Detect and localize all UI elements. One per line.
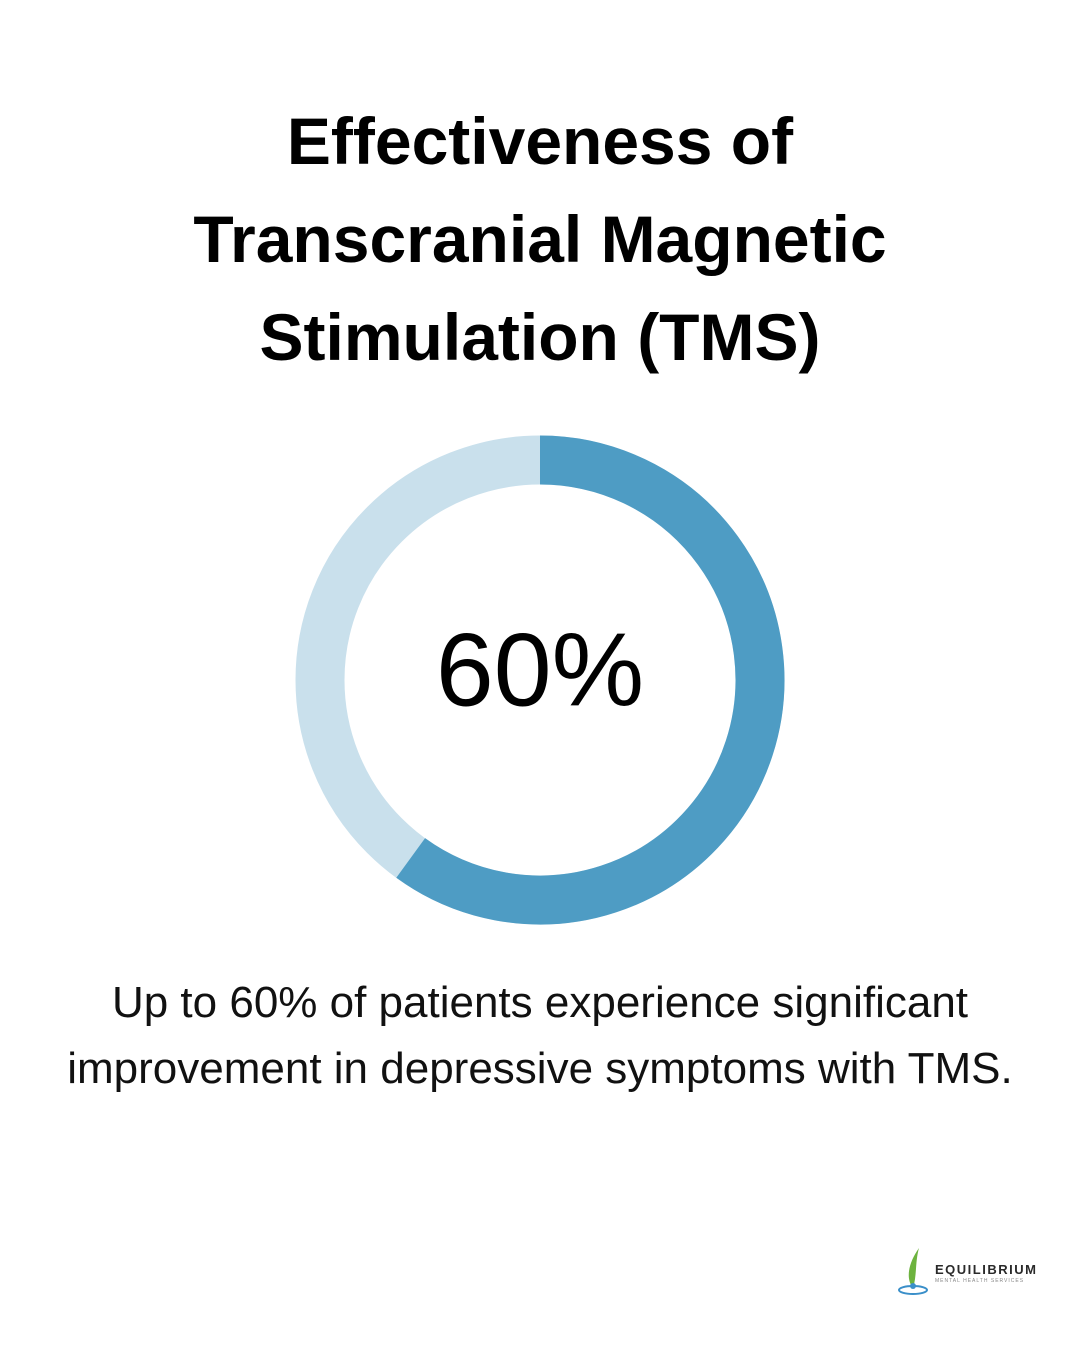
chart-title: Effectiveness of Transcranial Magnetic S… (193, 104, 887, 374)
chart: 60% (295, 435, 785, 925)
logo-name: EQUILIBRIUM (935, 1262, 1038, 1277)
logo-icon (898, 1248, 928, 1295)
logo-tagline: MENTAL HEALTH SERVICES (935, 1278, 1025, 1284)
logo: EQUILIBRIUM MENTAL HEALTH SERVICES (895, 1240, 1045, 1300)
donut-segment (396, 435, 785, 925)
caption: Up to 60% of patients experience signifi… (67, 978, 1013, 1093)
value-label: 60% (436, 612, 644, 728)
